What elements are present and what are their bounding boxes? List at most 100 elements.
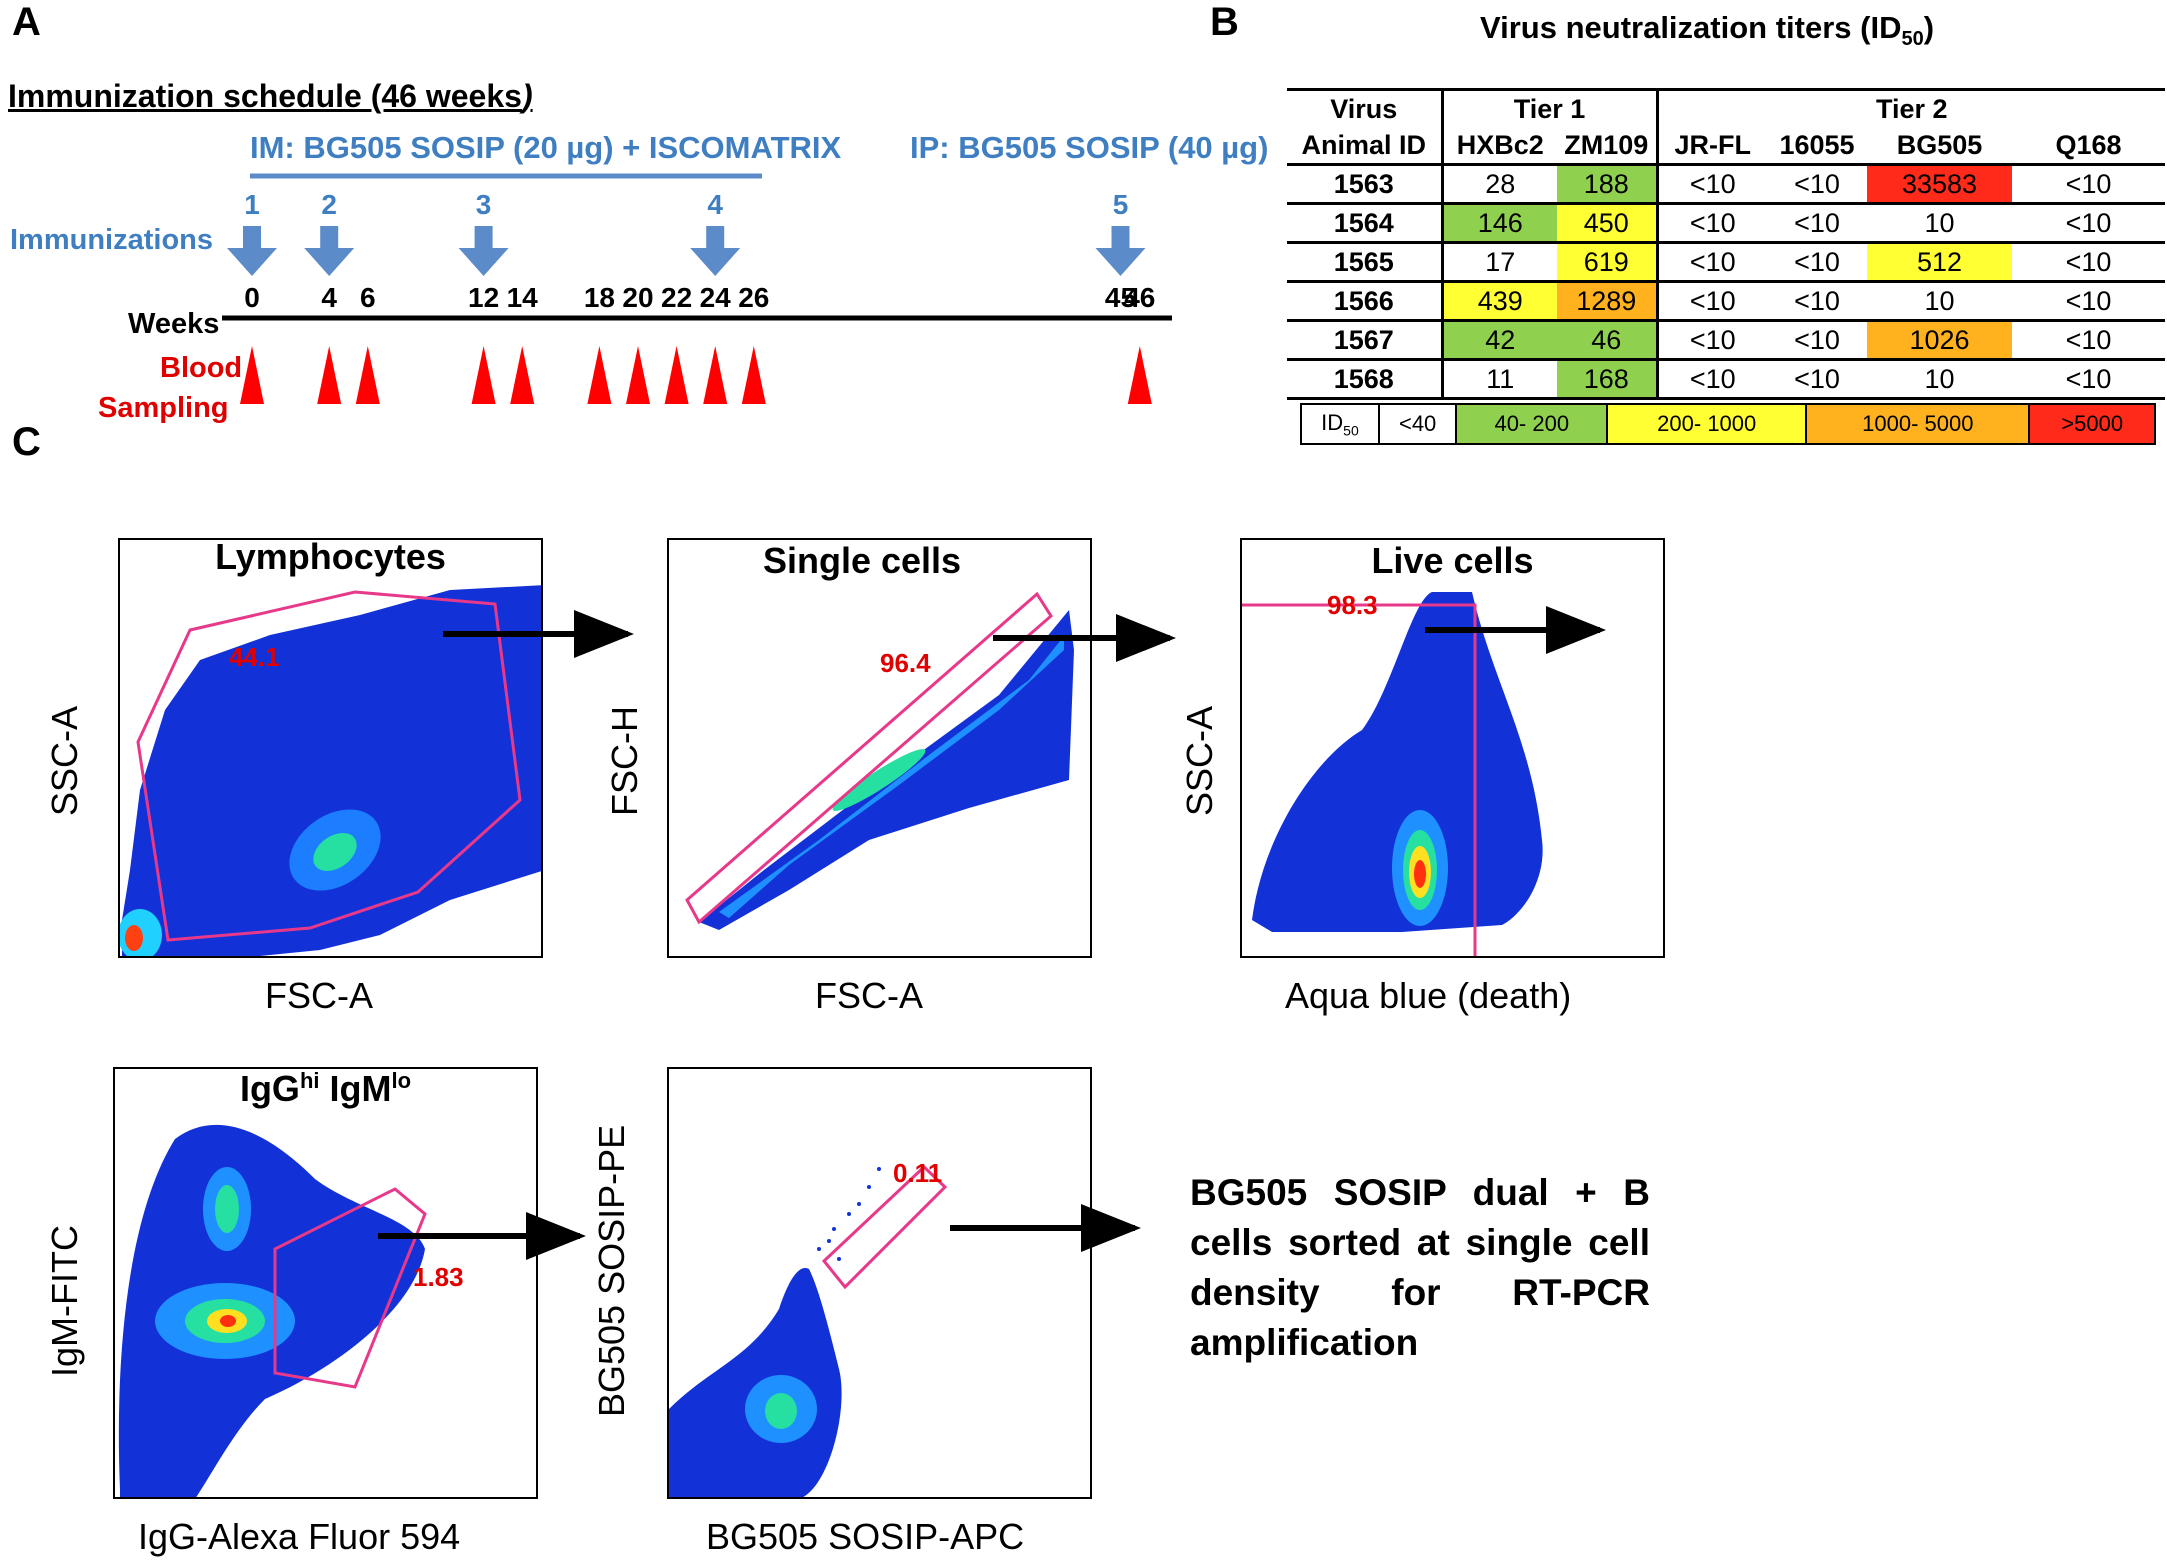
table-row: 1568 11 168 <10 <10 10 <10 bbox=[1287, 359, 2165, 400]
single-cells-gate bbox=[685, 591, 1053, 925]
titer-cell: 439 bbox=[1442, 281, 1557, 322]
titer-cell: 17 bbox=[1442, 242, 1557, 283]
live-cells-gate bbox=[1242, 603, 1477, 956]
blood-sampling-marker bbox=[355, 346, 380, 404]
titers-title: Virus neutralization titers (ID50) bbox=[1480, 10, 1935, 51]
titer-cell: <10 bbox=[1767, 281, 1867, 322]
titer-cell: <10 bbox=[1657, 242, 1767, 283]
immunization-number: 5 bbox=[1113, 189, 1129, 220]
animal-id-cell: 1568 bbox=[1287, 359, 1444, 400]
week-tick-label: 4 bbox=[321, 282, 337, 313]
table-row: 1566 439 1289 <10 <10 10 <10 bbox=[1287, 281, 2165, 322]
col-header: Q168 bbox=[2012, 127, 2165, 166]
animal-id-cell: 1566 bbox=[1287, 281, 1444, 322]
week-tick-label: 26 bbox=[738, 282, 769, 313]
sosip-gate bbox=[821, 1164, 948, 1290]
neutralization-table: Virus Tier 1 Tier 2 Animal ID HXBc2 ZM10… bbox=[1287, 88, 2165, 400]
week-tick-label: 24 bbox=[700, 282, 732, 313]
titer-cell: <10 bbox=[1767, 203, 1867, 244]
animal-id-cell: 1564 bbox=[1287, 203, 1444, 244]
titer-cell: <10 bbox=[2012, 203, 2165, 244]
week-tick-label: 45 bbox=[1105, 282, 1136, 313]
live-cells-y-label: SSC-A bbox=[1179, 705, 1220, 816]
col-header: HXBc2 bbox=[1442, 127, 1557, 166]
col-header: 16055 bbox=[1767, 127, 1867, 166]
week-tick-label: 20 bbox=[622, 282, 653, 313]
legend-bin: >5000 bbox=[2028, 403, 2156, 445]
blood-sampling-marker bbox=[471, 346, 496, 404]
titer-cell: 188 bbox=[1557, 164, 1659, 205]
single-cells-x-label: FSC-A bbox=[815, 975, 923, 1016]
titer-cell: <10 bbox=[2012, 242, 2165, 283]
titer-cell: <10 bbox=[2012, 281, 2165, 322]
table-row: 1567 42 46 <10 <10 1026 <10 bbox=[1287, 320, 2165, 361]
titer-cell: <10 bbox=[1657, 203, 1767, 244]
titer-cell: 10 bbox=[1867, 359, 2012, 400]
blood-sampling-marker bbox=[703, 346, 728, 404]
live-cells-title: Live cells bbox=[1371, 540, 1534, 581]
blood-sampling-marker bbox=[1127, 346, 1152, 404]
table-row: 1563 28 188 <10 <10 33583 <10 bbox=[1287, 164, 2165, 205]
live-cells-x-label: Aqua blue (death) bbox=[1285, 975, 1572, 1016]
panel-label-c: C bbox=[12, 420, 41, 464]
ip-regimen-label: IP: BG505 SOSIP (40 µg) bbox=[910, 130, 1269, 165]
titer-cell: 11 bbox=[1442, 359, 1557, 400]
lymphocyte-gate bbox=[136, 590, 522, 942]
schedule-title: Immunization schedule (46 weeks) bbox=[8, 78, 533, 114]
immunization-arrow bbox=[227, 226, 277, 276]
igg-percent: 1.83 bbox=[413, 1262, 464, 1292]
titer-cell: 10 bbox=[1867, 203, 2012, 244]
sort-description: BG505 SOSIP dual + B cells sorted at sin… bbox=[1190, 1172, 1650, 1363]
col-header: ZM109 bbox=[1557, 127, 1659, 166]
header-tier1: Tier 1 bbox=[1442, 88, 1659, 127]
titer-cell: 146 bbox=[1442, 203, 1557, 244]
igg-x-label: IgG-Alexa Fluor 594 bbox=[138, 1516, 461, 1557]
sosip-x-label: BG505 SOSIP-APC bbox=[706, 1516, 1025, 1557]
sosip-y-label: BG505 SOSIP-PE bbox=[591, 1124, 632, 1417]
single-cells-percent: 96.4 bbox=[880, 648, 931, 678]
blood-sampling-marker bbox=[664, 346, 689, 404]
titer-cell: 619 bbox=[1557, 242, 1659, 283]
titer-cell: <10 bbox=[1767, 359, 1867, 400]
animal-id-cell: 1567 bbox=[1287, 320, 1444, 361]
immunization-arrow bbox=[1095, 226, 1146, 276]
titer-cell: <10 bbox=[2012, 359, 2165, 400]
titer-cell: 512 bbox=[1867, 242, 2012, 283]
header-tier2: Tier 2 bbox=[1657, 88, 2165, 127]
sosip-plot bbox=[667, 1067, 1092, 1499]
lymphocytes-y-label: SSC-A bbox=[44, 705, 85, 816]
immunization-arrow bbox=[304, 226, 355, 276]
igg-y-label: IgM-FITC bbox=[44, 1225, 85, 1377]
immunization-arrow bbox=[690, 226, 741, 276]
animal-id-cell: 1563 bbox=[1287, 164, 1444, 205]
titer-cell: <10 bbox=[1767, 242, 1867, 283]
blood-sampling-marker bbox=[317, 346, 342, 404]
week-tick-label: 46 bbox=[1124, 282, 1155, 313]
blood-sampling-marker bbox=[510, 346, 535, 404]
immunization-number: 3 bbox=[476, 189, 492, 220]
titer-cell: <10 bbox=[1767, 320, 1867, 361]
titer-cell: <10 bbox=[1657, 320, 1767, 361]
legend-bin: 1000- 5000 bbox=[1805, 403, 2031, 445]
igg-gate bbox=[273, 1187, 427, 1389]
titer-cell: 450 bbox=[1557, 203, 1659, 244]
week-tick-label: 14 bbox=[507, 282, 539, 313]
immunization-number: 4 bbox=[707, 189, 723, 220]
immunization-number: 1 bbox=[244, 189, 260, 220]
titer-cell: 168 bbox=[1557, 359, 1659, 400]
blood-label: Blood bbox=[160, 352, 243, 384]
table-row: 1564 146 450 <10 <10 10 <10 bbox=[1287, 203, 2165, 244]
titer-cell: 1026 bbox=[1867, 320, 2012, 361]
titer-cell: 10 bbox=[1867, 281, 2012, 322]
week-tick-label: 12 bbox=[468, 282, 499, 313]
immunization-number: 2 bbox=[321, 189, 337, 220]
titer-cell: 46 bbox=[1557, 320, 1659, 361]
legend-bin: 40- 200 bbox=[1455, 403, 1609, 445]
titer-legend: ID50 <40 40- 200 200- 1000 1000- 5000 >5000 bbox=[1300, 403, 2156, 445]
header-animal-id: Animal ID bbox=[1287, 127, 1444, 166]
titer-cell: <10 bbox=[1657, 359, 1767, 400]
titer-cell: <10 bbox=[2012, 164, 2165, 205]
single-cells-y-label: FSC-H bbox=[604, 706, 645, 816]
titer-cell: 1289 bbox=[1557, 281, 1659, 322]
blood-sampling-marker bbox=[741, 346, 766, 404]
